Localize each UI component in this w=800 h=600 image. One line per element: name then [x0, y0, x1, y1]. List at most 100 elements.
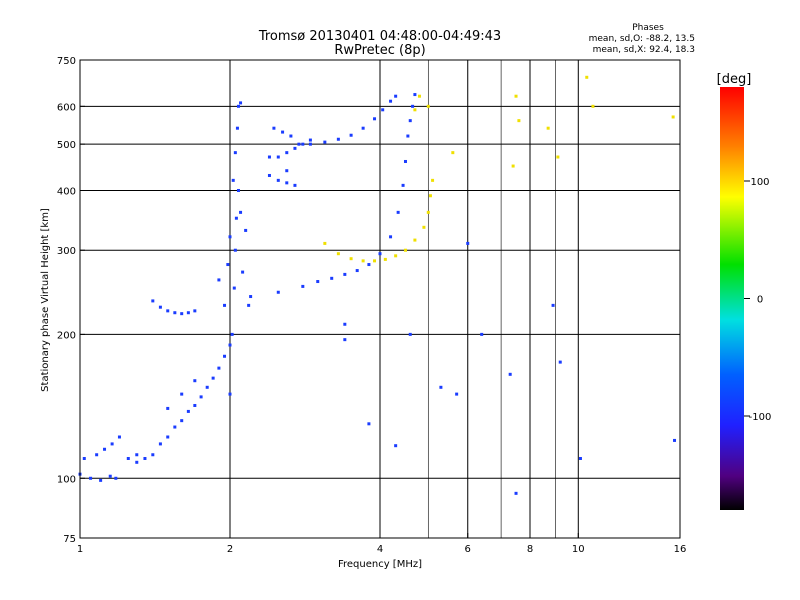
data-point	[439, 385, 443, 389]
data-point	[558, 360, 562, 364]
x-tick-label: 4	[377, 544, 383, 555]
data-point	[143, 456, 147, 460]
data-point	[585, 75, 589, 79]
data-point	[276, 290, 280, 294]
x-tick-label: 8	[527, 544, 533, 555]
phases-mean-x: mean, sd,X: 92.4, 18.3	[593, 45, 695, 55]
data-point	[323, 140, 327, 144]
data-point	[234, 216, 238, 220]
data-point	[233, 151, 237, 155]
data-point	[406, 134, 410, 138]
data-point	[355, 269, 359, 273]
data-point	[349, 257, 353, 261]
x-tick-label: 2	[227, 544, 233, 555]
y-tick-label: 100	[57, 474, 76, 485]
data-point	[230, 332, 234, 336]
x-axis-label: Frequency [MHz]	[338, 559, 422, 570]
y-tick-label: 75	[63, 534, 76, 545]
data-point	[166, 309, 170, 313]
data-point	[205, 385, 209, 389]
data-point	[389, 235, 393, 239]
data-point	[166, 406, 170, 410]
data-point	[223, 354, 227, 358]
data-points	[78, 75, 677, 495]
x-tick-label: 10	[572, 544, 585, 555]
data-point	[217, 366, 221, 370]
data-point	[228, 235, 232, 239]
data-point	[394, 444, 398, 448]
data-point	[556, 155, 560, 159]
data-point	[193, 403, 197, 407]
data-point	[367, 263, 371, 267]
data-point	[236, 104, 240, 108]
y-axis-label: Stationary phase Virtual Height [km]	[40, 208, 51, 392]
data-point	[551, 303, 555, 307]
data-point	[455, 392, 459, 396]
data-point	[403, 159, 407, 163]
data-point	[267, 155, 271, 159]
y-tick-label: 400	[57, 186, 76, 197]
y-tick-label: 300	[57, 246, 76, 257]
grid-lines	[80, 60, 680, 538]
data-point	[217, 278, 221, 282]
data-point	[428, 194, 432, 198]
data-point	[408, 332, 412, 336]
data-point	[231, 178, 235, 182]
data-point	[135, 453, 139, 457]
data-point	[323, 241, 327, 245]
data-point	[239, 210, 243, 214]
data-point	[381, 108, 385, 112]
data-point	[289, 134, 293, 138]
data-point	[114, 476, 118, 480]
data-point	[451, 151, 455, 155]
data-point	[173, 311, 177, 315]
data-point	[301, 142, 305, 146]
data-point	[373, 117, 377, 121]
data-point	[394, 254, 398, 258]
data-point	[199, 395, 203, 399]
data-point	[431, 178, 435, 182]
data-point	[378, 252, 382, 256]
data-point	[546, 126, 550, 130]
data-point	[272, 126, 276, 130]
data-point	[276, 155, 280, 159]
data-point	[151, 453, 155, 457]
data-point	[343, 322, 347, 326]
data-point	[158, 442, 162, 446]
data-point	[180, 392, 184, 396]
data-point	[422, 225, 426, 229]
y-tick-label: 500	[57, 140, 76, 151]
data-point	[228, 392, 232, 396]
data-point	[343, 272, 347, 276]
data-point	[180, 312, 184, 316]
data-point	[426, 104, 430, 108]
data-point	[308, 138, 312, 142]
data-point	[426, 210, 430, 214]
colorbar-tick-label: 0	[757, 295, 763, 306]
data-point	[293, 183, 297, 187]
data-point	[514, 491, 518, 495]
data-point	[308, 142, 312, 146]
data-point	[239, 101, 243, 105]
data-point	[591, 104, 595, 108]
data-point	[413, 108, 417, 112]
data-point	[508, 372, 512, 376]
y-tick-label: 200	[57, 330, 76, 341]
data-point	[228, 343, 232, 347]
colorbar	[720, 87, 744, 510]
colorbar-label: [deg]	[717, 72, 752, 87]
colorbar-tick-label: 100	[750, 177, 769, 188]
data-point	[235, 126, 239, 130]
data-point	[293, 146, 297, 150]
data-point	[511, 164, 515, 168]
data-point	[82, 456, 86, 460]
x-axis-ticks: 1 2 4 6 8 10 16	[77, 533, 686, 555]
y-tick-label: 750	[57, 56, 76, 67]
data-point	[401, 183, 405, 187]
colorbar-ticks: 100 0 -100	[744, 177, 771, 423]
data-point	[285, 181, 289, 185]
data-point	[394, 94, 398, 98]
data-point	[233, 248, 237, 252]
data-point	[578, 456, 582, 460]
